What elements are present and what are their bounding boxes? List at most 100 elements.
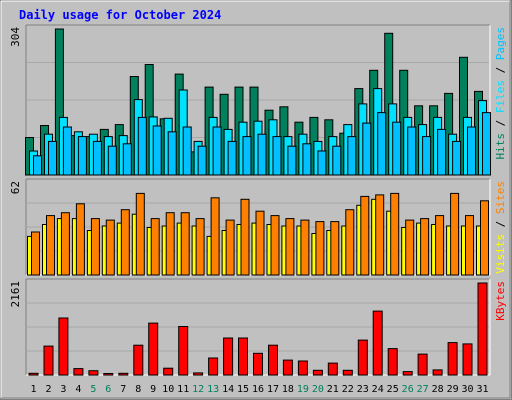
bar-sites-day-25 <box>390 192 400 276</box>
bar-sites-day-24 <box>375 194 385 276</box>
bar-sites-day-30 <box>465 215 474 276</box>
bar-kbytes-day-14 <box>223 337 234 376</box>
legend-item: Visits <box>494 234 507 274</box>
day-label-13: 13 <box>207 384 219 395</box>
bar-sites-day-15 <box>240 198 250 276</box>
bar-kbytes-day-23 <box>357 339 368 376</box>
y-max-label: 62 <box>9 181 22 194</box>
bar-pages-day-17 <box>272 136 282 176</box>
legend: Hits / Files / Pages <box>494 27 507 160</box>
panel-kbytes: 2161 KBytes <box>9 278 507 376</box>
bar-pages-day-3 <box>62 126 72 176</box>
bar-kbytes-day-16 <box>253 352 263 376</box>
day-label-20: 20 <box>312 384 324 395</box>
bar-kbytes-day-6 <box>103 373 114 376</box>
bar-kbytes-day-13 <box>208 357 219 376</box>
bar-sites-day-27 <box>420 218 430 276</box>
day-label-23: 23 <box>357 384 369 395</box>
bar-pages-day-22 <box>347 136 357 176</box>
bar-pages-day-6 <box>107 145 117 176</box>
bar-sites-day-21 <box>330 221 340 276</box>
bar-kbytes-day-26 <box>402 371 413 376</box>
day-label-17: 17 <box>267 384 279 395</box>
bar-pages-day-31 <box>482 112 491 176</box>
bar-kbytes-day-10 <box>163 367 174 376</box>
bar-sites-day-20 <box>315 221 325 276</box>
bar-sites-day-22 <box>345 209 355 276</box>
day-label-29: 29 <box>447 384 459 395</box>
bar-sites-day-6 <box>105 219 115 276</box>
chart-title: Daily usage for October 2024 <box>19 8 221 22</box>
bar-pages-day-23 <box>362 122 372 176</box>
bar-sites-day-13 <box>210 197 220 276</box>
legend-item: Pages <box>494 27 507 60</box>
day-label-8: 8 <box>135 384 141 395</box>
bar-kbytes-day-3 <box>58 317 69 376</box>
bar-kbytes-day-4 <box>73 368 84 376</box>
bar-sites-day-3 <box>60 212 70 276</box>
legend-item: KBytes <box>494 281 507 321</box>
day-label-28: 28 <box>432 384 444 395</box>
bar-kbytes-day-31 <box>477 282 488 376</box>
bar-pages-day-4 <box>77 136 87 176</box>
bar-pages-day-21 <box>332 145 342 176</box>
legend-item: / <box>494 113 507 133</box>
day-label-2: 2 <box>45 384 51 395</box>
day-label-31: 31 <box>476 384 488 395</box>
bar-kbytes-day-29 <box>447 342 458 376</box>
bar-sites-day-14 <box>225 219 235 276</box>
bar-sites-day-31 <box>480 200 489 276</box>
day-label-9: 9 <box>150 384 156 395</box>
bar-kbytes-day-12 <box>193 372 204 376</box>
bar-sites-day-11 <box>180 212 190 276</box>
day-label-18: 18 <box>282 384 294 395</box>
legend-item: / <box>494 214 507 234</box>
bar-pages-day-14 <box>227 140 237 176</box>
bar-pages-day-13 <box>212 126 222 176</box>
legend: Visits / Sites <box>494 181 507 274</box>
bar-pages-day-19 <box>302 143 312 176</box>
day-labels: 1 2 3 4 5 6 7 8 9 10 11 12 13 14 15 16 17 18 19 20 21 22 23 24 2… <box>30 384 488 395</box>
bar-kbytes-day-21 <box>327 362 338 376</box>
day-label-25: 25 <box>387 384 399 395</box>
bar-sites-day-5 <box>90 218 100 276</box>
bar-sites-day-16 <box>255 210 265 276</box>
day-label-22: 22 <box>342 384 354 395</box>
bar-kbytes-day-9 <box>148 322 159 376</box>
bar-sites-day-29 <box>450 192 460 276</box>
panel-visits-sites: 62 Visits / Sites <box>9 178 507 276</box>
bar-pages-day-10 <box>167 131 177 176</box>
bar-sites-day-12 <box>195 218 205 276</box>
bar-kbytes-day-25 <box>387 348 398 376</box>
bar-kbytes-day-17 <box>268 344 278 376</box>
bar-sites-day-28 <box>435 215 445 276</box>
y-max-label: 2161 <box>9 281 22 308</box>
day-label-1: 1 <box>30 384 36 395</box>
bar-sites-day-7 <box>120 209 130 276</box>
chart-panels: 304 Hits / Files / Pages 62 Visits / Sites 2… <box>9 24 507 376</box>
bar-sites-day-26 <box>405 219 415 276</box>
bar-sites-day-8 <box>135 192 145 276</box>
bar-sites-day-23 <box>360 195 370 276</box>
day-label-6: 6 <box>105 384 111 395</box>
y-max-label: 304 <box>9 27 22 47</box>
bar-pages-day-30 <box>467 126 476 176</box>
day-label-10: 10 <box>162 384 174 395</box>
bar-pages-day-20 <box>317 150 327 176</box>
bar-pages-day-26 <box>407 126 417 176</box>
day-label-3: 3 <box>60 384 66 395</box>
bar-kbytes-day-27 <box>417 353 428 376</box>
bar-kbytes-day-18 <box>282 359 293 376</box>
bar-kbytes-day-19 <box>297 360 308 376</box>
bar-sites-day-18 <box>285 218 295 276</box>
bar-pages-day-2 <box>48 140 57 176</box>
bar-pages-day-11 <box>182 126 192 176</box>
legend-item: Hits <box>494 133 507 160</box>
panel-hits-files-pages: 304 Hits / Files / Pages <box>9 24 507 176</box>
bar-sites-day-9 <box>150 218 160 276</box>
day-label-4: 4 <box>75 384 81 395</box>
day-label-24: 24 <box>372 384 384 395</box>
bar-pages-day-15 <box>242 136 252 176</box>
day-label-26: 26 <box>402 384 414 395</box>
bar-pages-day-8 <box>137 116 147 176</box>
